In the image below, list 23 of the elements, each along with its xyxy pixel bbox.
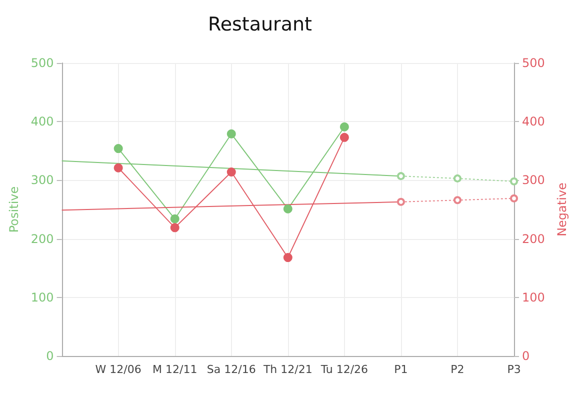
x-tick-label: Sa 12/16 [206, 363, 256, 376]
x-tick-label: P3 [507, 363, 521, 376]
x-tick-label: P2 [450, 363, 464, 376]
y-tick-label: 200 [30, 232, 54, 246]
y-tick-label: 400 [30, 114, 54, 129]
y2-tick-label: 0 [522, 349, 530, 363]
chart-title: Restaurant [208, 14, 312, 36]
y-tick-label: 100 [30, 290, 54, 304]
y-tick-label: 0 [46, 349, 54, 363]
y-tick-label: 300 [30, 173, 54, 188]
y2-tick-label: 100 [522, 290, 545, 304]
x-tick-label: Tu 12/26 [320, 363, 368, 376]
x-tick-label: W 12/06 [95, 363, 142, 376]
y-tick-label: 500 [30, 56, 54, 70]
y2-tick-label: 300 [522, 173, 545, 188]
y2-tick-label: 200 [522, 232, 545, 246]
x-tick-label: P1 [394, 363, 408, 376]
y2-tick-label: 400 [522, 114, 545, 129]
x-tick-label: Th 12/21 [262, 363, 312, 376]
y2-tick-label: 500 [522, 56, 545, 70]
y-axis-title: Positive [7, 186, 21, 233]
x-tick-label: M 12/11 [152, 363, 198, 376]
y2-axis-title: Negative [554, 182, 569, 236]
